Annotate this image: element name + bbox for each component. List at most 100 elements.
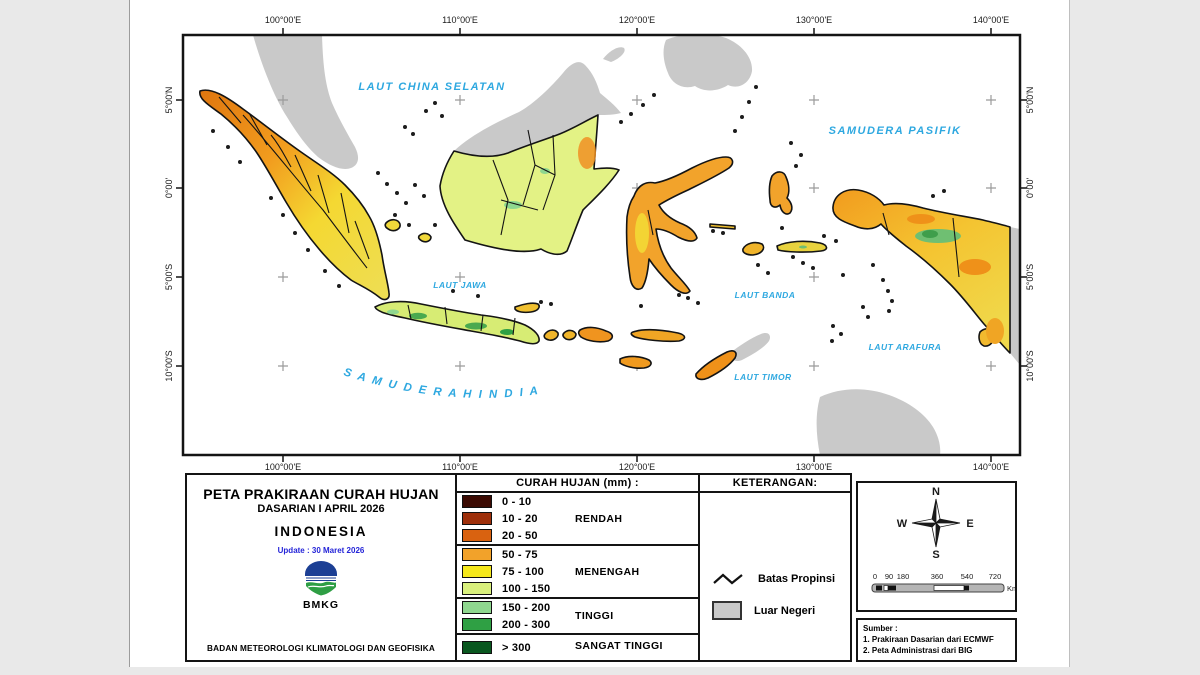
lat-label: 5°00'S [164,264,174,290]
legend-range: 75 - 100 [502,565,544,578]
lon-label: 110°00'E [442,15,478,25]
map-subtitle-period: DASARIAN I APRIL 2026 [257,503,385,515]
island-madura [514,302,540,314]
sumber-panel: Sumber : 1. Prakiraan Dasarian dari ECMW… [856,618,1017,662]
scale-tick: 720 [989,572,1002,581]
lat-label: 0°00' [1025,178,1035,199]
rainfall-legend: CURAH HUJAN (mm) : 0 - 10 10 - 20 20 - 5… [455,473,700,662]
scale-tick: 90 [885,572,893,581]
island-sumbawa [577,326,614,343]
lon-labels-top: 100°00'E 110°00'E 120°00'E 130°00'E 140°… [265,15,1009,25]
legend-row: 150 - 200 [457,599,698,616]
island-sumatra [199,89,390,301]
lat-label: 10°00'S [1025,350,1035,381]
map-document-page: 100°00'E 110°00'E 120°00'E 130°00'E 140°… [129,0,1070,667]
legend-swatch [462,529,492,542]
lat-label: 0°00' [164,178,174,199]
rainfall-patches [387,137,1004,344]
legend-swatch [462,618,492,631]
island-buru [742,241,765,256]
lon-label: 100°00'E [265,462,301,470]
title-block: PETA PRAKIRAAN CURAH HUJAN DASARIAN I AP… [185,473,457,662]
compass-west: W [897,518,908,530]
lon-label: 120°00'E [619,462,655,470]
legend-swatch [462,601,492,614]
legend-row: 0 - 10 [457,493,698,510]
island-lombok [562,329,577,341]
legend-swatch [462,548,492,561]
foreign-land [253,35,1020,455]
legend-range: 100 - 150 [502,582,551,595]
bmkg-logo-label: BMKG [302,599,340,611]
legend-range: > 300 [502,641,531,654]
sea-label-laut-jawa: LAUT JAWA [433,280,487,290]
compass-east: E [966,518,973,530]
legend-group-label: SANGAT TINGGI [575,639,663,652]
sabah-sarawak [454,62,621,157]
compass-south: S [932,549,939,561]
legend-row: 75 - 100 [457,563,698,580]
legend-row: > 300 [457,639,698,656]
sea-label-laut-timor: LAUT TIMOR [734,372,792,382]
legend-row: 20 - 50 [457,527,698,544]
keterangan-label: Luar Negeri [754,604,816,617]
lon-label: 140°00'E [973,15,1009,25]
compass-scale-panel: N E W S 0 90 180 360 540 720 Km [856,481,1018,612]
map-canvas: 100°00'E 110°00'E 120°00'E 130°00'E 140°… [164,15,1035,470]
legend-group-label: TINGGI [575,610,614,622]
legend-group-label: MENENGAH [575,565,640,578]
legend-group-tinggi: 150 - 200 200 - 300 TINGGI [457,599,698,635]
legend-swatch [462,641,492,654]
legend-group-rendah: 0 - 10 10 - 20 20 - 50 RENDAH [457,493,698,546]
lat-labels-left: 5°00'N 0°00' 5°00'S 10°00'S [164,87,174,382]
island-bali [543,329,559,341]
legend-range: 50 - 75 [502,548,538,561]
sea-label-samudera-pasifik: SAMUDERA PASIFIK [829,125,962,137]
update-date: Update : 30 Maret 2026 [277,546,365,555]
legend-row: 200 - 300 [457,616,698,633]
island-dots [211,85,946,343]
lon-label: 140°00'E [973,462,1009,470]
legend-group-label: RENDAH [575,512,623,525]
timor-leste [729,332,771,362]
lon-label: 130°00'E [796,15,832,25]
australia [816,389,941,455]
keterangan-panel: KETERANGAN: Batas Propinsi Luar Negeri [698,473,852,662]
island-bangka [384,218,401,232]
lon-label: 100°00'E [265,15,301,25]
scale-unit: Km [1007,584,1015,593]
island-sumba [619,355,652,369]
scale-tick: 180 [897,572,910,581]
lat-labels-right: 5°00'N 0°00' 5°00'S 10°00'S [1025,87,1035,382]
compass-north: N [932,486,940,498]
sumber-line-2: 2. Peta Administrasi dari BIG [863,646,973,655]
legend-range: 0 - 10 [502,495,532,508]
png-sliver [1010,227,1020,365]
province-boundaries [218,96,960,336]
compass-scale-canvas: N E W S 0 90 180 360 540 720 Km [871,486,1018,593]
legend-row: 100 - 150 [457,580,698,597]
island-sula [709,223,736,230]
keterangan-label: Batas Propinsi [758,573,836,585]
legend-range: 150 - 200 [502,601,551,614]
sea-label-laut-banda: LAUT BANDA [735,290,796,300]
map-title: PETA PRAKIRAAN CURAH HUJAN [203,486,439,502]
sea-label-laut-arafura: LAUT ARAFURA [869,342,942,352]
lat-label: 10°00'S [164,350,174,381]
map-frame [181,33,1022,457]
lon-label: 130°00'E [796,462,832,470]
keterangan-item-luar-negeri: Luar Negeri [712,601,815,620]
island-flores [630,328,686,343]
lat-label: 5°00'N [1025,87,1035,114]
scale-tick: 540 [961,572,974,581]
compass-labels: N E W S [897,486,974,561]
legend-swatch [462,582,492,595]
island-belitung [417,232,432,243]
scale-bar-ticks: 0 90 180 360 540 720 [873,572,1001,581]
lon-label: 110°00'E [442,462,478,470]
mindanao [663,35,753,91]
lat-label: 5°00'N [164,87,174,114]
island-halmahera [768,171,793,215]
keterangan-item-batas-propinsi: Batas Propinsi [712,571,835,587]
